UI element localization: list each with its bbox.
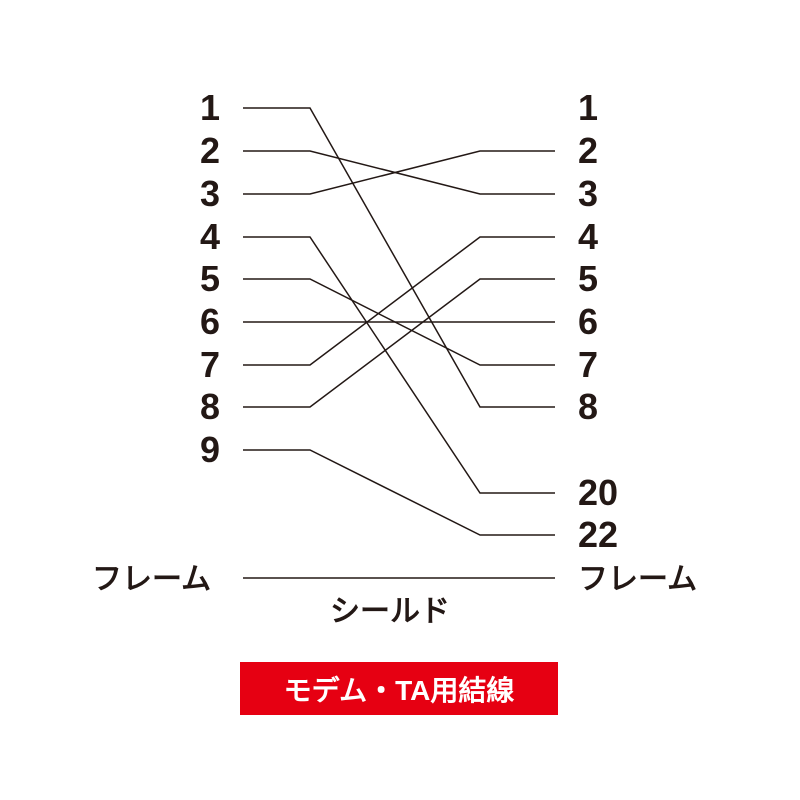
left-pin-label: 6 <box>199 301 221 342</box>
wire-9-22 <box>243 449 555 536</box>
shield-label: シールド <box>330 595 450 628</box>
right-pin-label: 8 <box>578 386 599 427</box>
left-pin-label: 8 <box>199 386 221 427</box>
wire-7-4 <box>243 236 555 366</box>
frame-label-right: フレーム <box>578 563 698 596</box>
right-pin-label: 20 <box>578 472 619 513</box>
right-pin-label: 4 <box>578 216 599 257</box>
left-pin-label: 3 <box>199 173 221 214</box>
wire-2-3 <box>243 150 555 195</box>
wire-8-5 <box>243 278 555 408</box>
wire-3-2 <box>243 150 555 195</box>
left-pin-label: 1 <box>199 87 221 128</box>
left-pin-label: 9 <box>199 429 221 470</box>
right-pin-label: 5 <box>578 258 599 299</box>
right-pin-label: 7 <box>578 344 599 385</box>
wire-4-20 <box>243 236 555 494</box>
right-pin-label: 6 <box>578 301 599 342</box>
wire-1-8 <box>243 107 555 408</box>
left-pin-label: 7 <box>199 344 221 385</box>
left-pin-label: 4 <box>199 216 221 257</box>
left-pin-label: 5 <box>199 258 221 299</box>
left-pin-label: 2 <box>199 130 221 171</box>
right-pin-label: 1 <box>578 87 599 128</box>
right-pin-label: 22 <box>578 514 619 555</box>
frame-label-left: フレーム <box>92 563 212 596</box>
wiring-type-badge: モデム・TA用結線 <box>240 662 558 715</box>
right-pin-label: 3 <box>578 173 599 214</box>
right-pin-label: 2 <box>578 130 599 171</box>
